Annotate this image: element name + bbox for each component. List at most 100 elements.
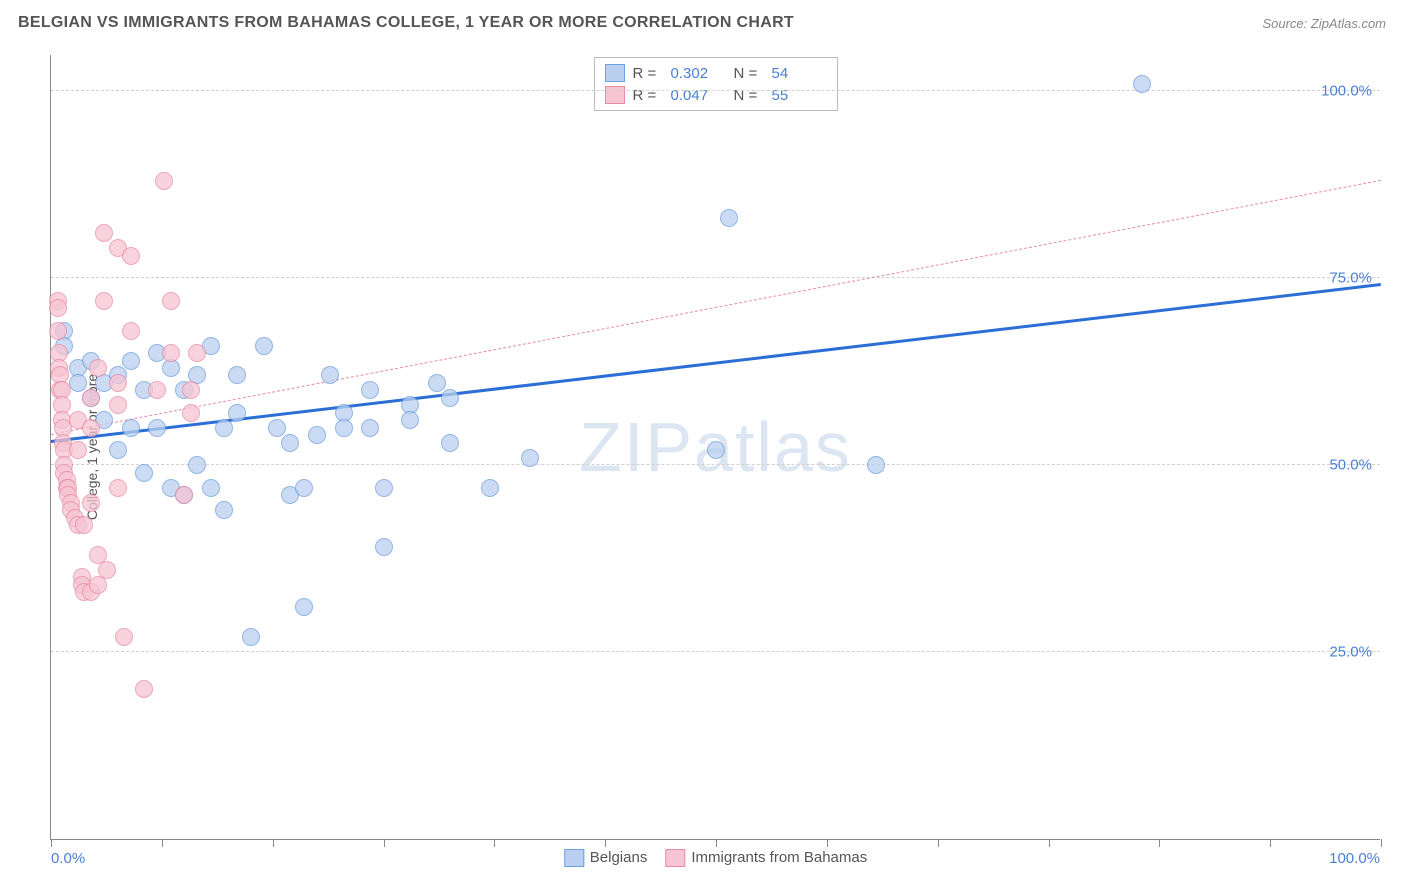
data-point [295, 598, 313, 616]
data-point [162, 344, 180, 362]
data-point [441, 389, 459, 407]
data-point [707, 441, 725, 459]
data-point [361, 419, 379, 437]
data-point [122, 352, 140, 370]
data-point [109, 479, 127, 497]
legend-r-value: 0.047 [671, 87, 726, 104]
gridline [51, 464, 1380, 465]
data-point [122, 247, 140, 265]
legend-row: R = 0.047 N = 55 [605, 84, 827, 106]
x-tick [51, 839, 52, 847]
legend-n-label: N = [734, 87, 764, 104]
data-point [135, 464, 153, 482]
x-tick [384, 839, 385, 847]
gridline [51, 651, 1380, 652]
legend-row: R = 0.302 N = 54 [605, 62, 827, 84]
data-point [109, 396, 127, 414]
legend-r-label: R = [633, 65, 663, 82]
plot-area: ZIPatlas College, 1 year or more 0.0% 10… [50, 55, 1380, 840]
watermark-text: ZIP [579, 408, 694, 486]
data-point [308, 426, 326, 444]
data-point [162, 292, 180, 310]
data-point [49, 299, 67, 317]
data-point [215, 501, 233, 519]
data-point [295, 479, 313, 497]
y-tick-label: 25.0% [1329, 644, 1372, 661]
x-tick [162, 839, 163, 847]
data-point [375, 538, 393, 556]
data-point [521, 449, 539, 467]
data-point [335, 419, 353, 437]
correlation-legend: R = 0.302 N = 54 R = 0.047 N = 55 [594, 57, 838, 111]
data-point [255, 337, 273, 355]
x-axis-max-label: 100.0% [1329, 850, 1380, 867]
x-tick [273, 839, 274, 847]
data-point [109, 441, 127, 459]
data-point [49, 322, 67, 340]
x-tick [827, 839, 828, 847]
data-point [69, 441, 87, 459]
data-point [215, 419, 233, 437]
x-tick [1381, 839, 1382, 847]
y-tick-label: 100.0% [1321, 83, 1372, 100]
legend-n-value: 54 [772, 65, 827, 82]
data-point [361, 381, 379, 399]
data-point [148, 419, 166, 437]
data-point [98, 561, 116, 579]
data-point [69, 374, 87, 392]
data-point [188, 456, 206, 474]
x-tick [938, 839, 939, 847]
x-tick [716, 839, 717, 847]
data-point [122, 322, 140, 340]
y-tick-label: 50.0% [1329, 457, 1372, 474]
gridline [51, 90, 1380, 91]
legend-label: Belgians [590, 849, 648, 866]
legend-item: Belgians [564, 849, 648, 867]
chart-header: BELGIAN VS IMMIGRANTS FROM BAHAMAS COLLE… [0, 0, 1406, 50]
data-point [175, 486, 193, 504]
data-point [481, 479, 499, 497]
legend-swatch [605, 86, 625, 104]
data-point [441, 434, 459, 452]
legend-item: Immigrants from Bahamas [665, 849, 867, 867]
data-point [82, 419, 100, 437]
data-point [202, 479, 220, 497]
data-point [321, 366, 339, 384]
data-point [155, 172, 173, 190]
data-point [89, 359, 107, 377]
chart-container: BELGIAN VS IMMIGRANTS FROM BAHAMAS COLLE… [0, 0, 1406, 892]
series-legend: Belgians Immigrants from Bahamas [564, 849, 867, 867]
data-point [82, 389, 100, 407]
x-tick [1159, 839, 1160, 847]
data-point [228, 366, 246, 384]
legend-n-value: 55 [772, 87, 827, 104]
data-point [867, 456, 885, 474]
data-point [95, 292, 113, 310]
legend-r-label: R = [633, 87, 663, 104]
x-tick [494, 839, 495, 847]
x-tick [1270, 839, 1271, 847]
legend-swatch [605, 64, 625, 82]
data-point [109, 374, 127, 392]
data-point [228, 404, 246, 422]
x-tick [605, 839, 606, 847]
data-point [401, 411, 419, 429]
data-point [182, 404, 200, 422]
data-point [720, 209, 738, 227]
data-point [375, 479, 393, 497]
data-point [428, 374, 446, 392]
x-tick [1049, 839, 1050, 847]
data-point [95, 224, 113, 242]
data-point [148, 381, 166, 399]
legend-label: Immigrants from Bahamas [691, 849, 867, 866]
data-point [135, 680, 153, 698]
data-point [115, 628, 133, 646]
legend-r-value: 0.302 [671, 65, 726, 82]
data-point [281, 434, 299, 452]
data-point [82, 494, 100, 512]
gridline [51, 277, 1380, 278]
legend-swatch [564, 849, 584, 867]
data-point [268, 419, 286, 437]
legend-n-label: N = [734, 65, 764, 82]
data-point [75, 516, 93, 534]
